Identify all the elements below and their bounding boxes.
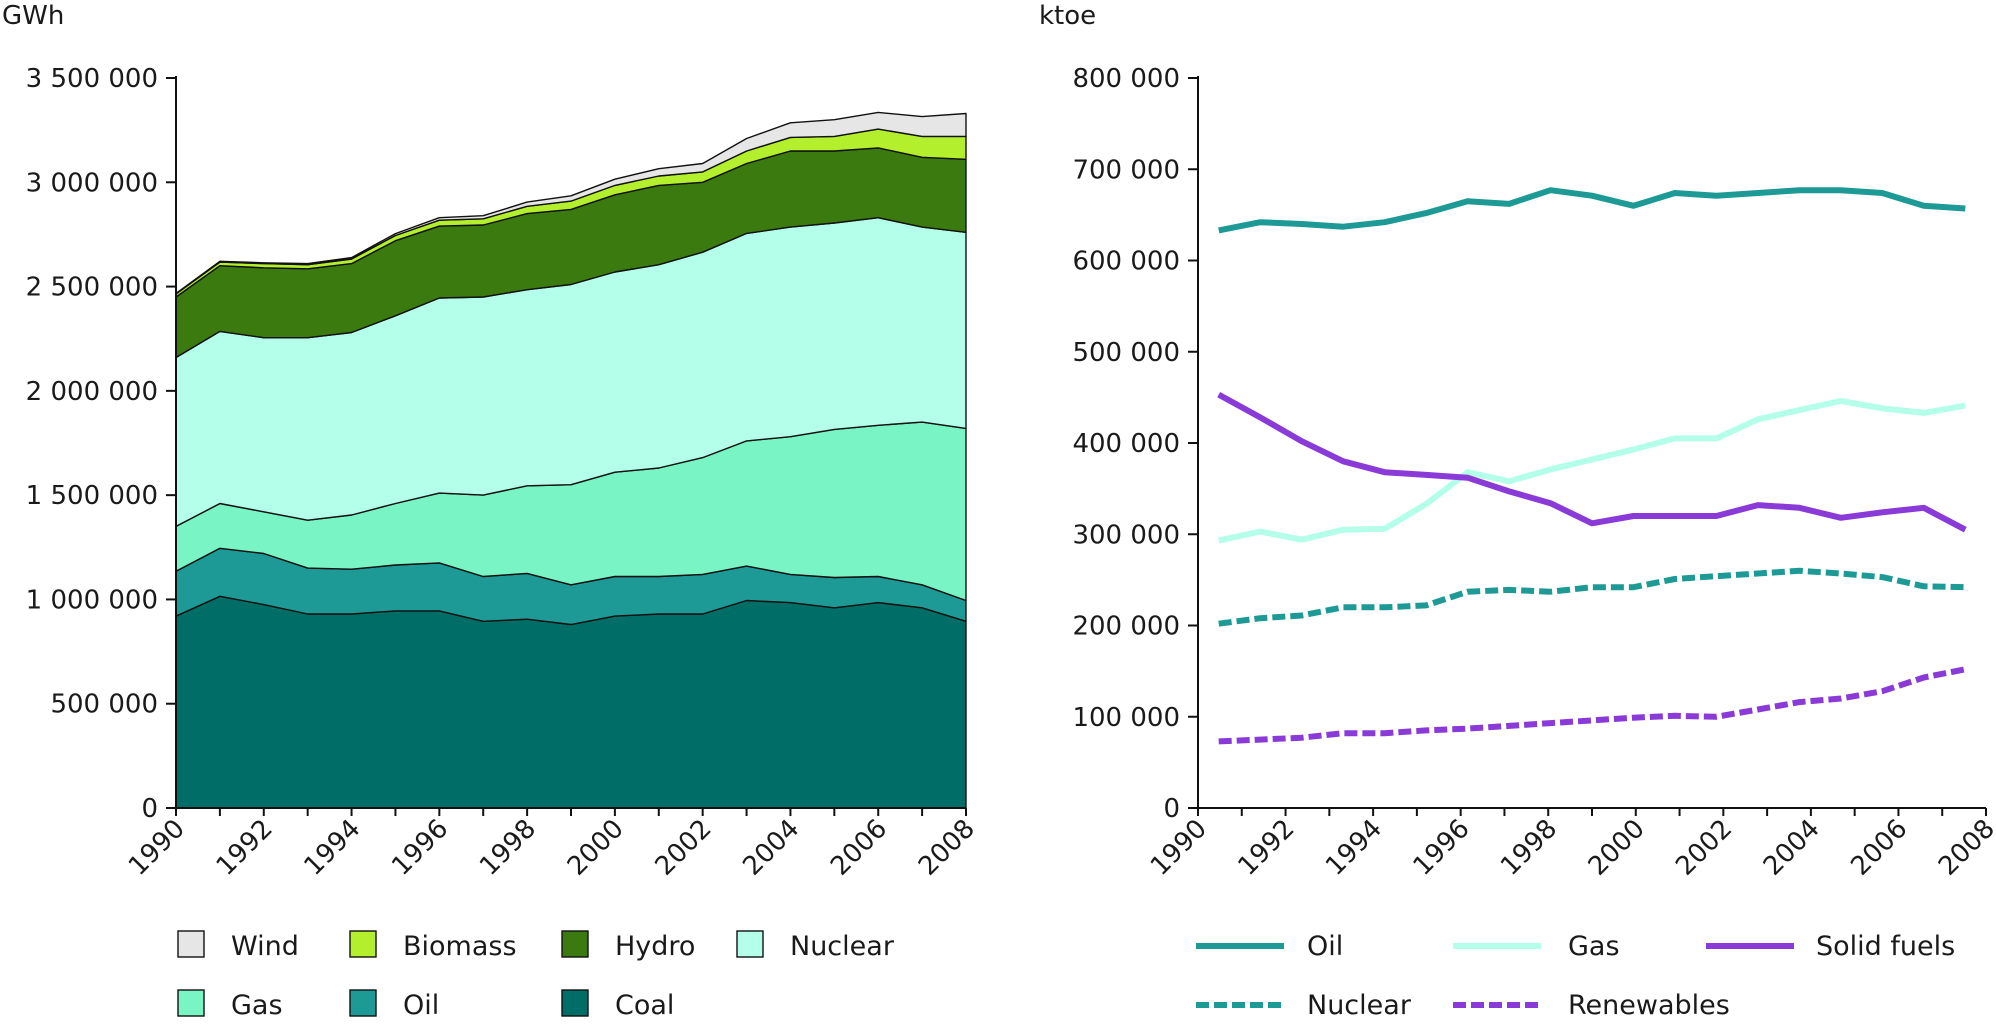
legend-label-nuclear: Nuclear bbox=[1307, 990, 1412, 1021]
y-tick-label: 600 000 bbox=[1072, 247, 1180, 277]
legend-swatch-wind bbox=[177, 930, 205, 958]
legend-label-solid-fuels: Solid fuels bbox=[1816, 931, 1955, 962]
x-tick-label: 2002 bbox=[1670, 814, 1738, 882]
y-tick-label: 0 bbox=[1163, 794, 1180, 824]
x-tick-label: 2002 bbox=[650, 814, 718, 882]
y-tick-label: 100 000 bbox=[1072, 703, 1180, 733]
x-tick-label: 2008 bbox=[1933, 814, 1996, 882]
legend-label-biomass: Biomass bbox=[403, 931, 517, 962]
x-tick-label: 1994 bbox=[299, 814, 367, 882]
area-wind bbox=[175, 111, 967, 295]
x-tick-label: 1998 bbox=[1495, 814, 1563, 882]
legend-label-oil: Oil bbox=[403, 990, 439, 1021]
y-tick-label: 500 000 bbox=[50, 690, 158, 720]
x-tick-label: 1998 bbox=[474, 814, 542, 882]
left-x-axis-ticks: 1990 1992 1994 1996 1998 2000 2002 2004 2006 2008 bbox=[123, 808, 981, 882]
y-tick-label: 400 000 bbox=[1072, 429, 1180, 459]
y-tick-label: 2 000 000 bbox=[26, 377, 158, 407]
line-oil bbox=[1218, 187, 1966, 234]
right-x-axis-ticks: 1990 1992 1994 1996 1998 2000 2002 2004 2006 2008 bbox=[1145, 808, 1996, 882]
line-chart: ktoe 0 100 000 200 000 300 000 400 000 500 00… bbox=[1039, 1, 1996, 1021]
legend-label-gas: Gas bbox=[1568, 931, 1620, 962]
y-tick-label: 3 500 000 bbox=[26, 64, 158, 94]
legend-label-hydro: Hydro bbox=[615, 931, 695, 962]
legend-swatch-biomass bbox=[349, 930, 377, 958]
left-unit-label: GWh bbox=[2, 1, 64, 31]
x-tick-label: 2008 bbox=[913, 814, 981, 882]
left-legend: Wind Biomass Hydro Nuclear Gas Oil Coal bbox=[177, 930, 895, 1021]
x-tick-label: 1992 bbox=[1233, 814, 1301, 882]
x-tick-label: 2004 bbox=[737, 814, 805, 882]
y-tick-label: 500 000 bbox=[1072, 338, 1180, 368]
line-solid-fuels bbox=[1217, 391, 1967, 533]
x-tick-label: 1996 bbox=[386, 814, 454, 882]
y-tick-label: 2 500 000 bbox=[26, 273, 158, 303]
stacked-area-chart: GWh 0 500 000 1 000 000 1 500 000 2 000 000 2… bbox=[2, 1, 981, 1021]
line-gas bbox=[1218, 398, 1966, 544]
area-coal bbox=[175, 595, 967, 809]
legend-label-wind: Wind bbox=[231, 931, 299, 962]
legend-label-nuclear: Nuclear bbox=[790, 931, 895, 962]
x-tick-label: 1996 bbox=[1408, 814, 1476, 882]
right-series-lines bbox=[1217, 187, 1967, 745]
line-renewables bbox=[1218, 666, 1966, 745]
x-tick-label: 2000 bbox=[562, 814, 630, 882]
legend-swatch-oil bbox=[349, 989, 377, 1017]
y-tick-label: 800 000 bbox=[1072, 64, 1180, 94]
legend-swatch-gas bbox=[177, 989, 205, 1017]
x-tick-label: 2006 bbox=[1845, 814, 1913, 882]
x-tick-label: 2004 bbox=[1758, 814, 1826, 882]
legend-label-oil: Oil bbox=[1307, 931, 1343, 962]
right-axes bbox=[1197, 76, 1986, 809]
x-tick-label: 2006 bbox=[825, 814, 893, 882]
x-tick-label: 1994 bbox=[1320, 814, 1388, 882]
left-area-layers bbox=[175, 111, 967, 809]
legend-swatch-coal bbox=[561, 989, 589, 1017]
left-y-axis-ticks: 0 500 000 1 000 000 1 500 000 2 000 000 2 500… bbox=[26, 64, 176, 824]
y-tick-label: 300 000 bbox=[1072, 520, 1180, 550]
legend-label-renewables: Renewables bbox=[1568, 990, 1730, 1021]
right-y-axis-ticks: 0 100 000 200 000 300 000 400 000 500 000 600 … bbox=[1072, 64, 1198, 824]
left-axes bbox=[175, 76, 966, 809]
y-tick-label: 1 500 000 bbox=[26, 481, 158, 511]
legend-swatch-nuclear bbox=[736, 930, 764, 958]
y-tick-label: 3 000 000 bbox=[26, 168, 158, 198]
y-tick-label: 0 bbox=[141, 794, 158, 824]
legend-label-coal: Coal bbox=[615, 990, 674, 1021]
legend-label-gas: Gas bbox=[231, 990, 283, 1021]
legend-swatch-hydro bbox=[561, 930, 589, 958]
right-legend: Oil Gas Solid fuels Nuclear Renewables bbox=[1196, 931, 1955, 1021]
line-nuclear bbox=[1218, 567, 1966, 627]
y-tick-label: 700 000 bbox=[1072, 155, 1180, 185]
right-unit-label: ktoe bbox=[1039, 1, 1096, 31]
y-tick-label: 1 000 000 bbox=[26, 585, 158, 615]
x-tick-label: 2000 bbox=[1583, 814, 1651, 882]
y-tick-label: 200 000 bbox=[1072, 612, 1180, 642]
x-tick-label: 1992 bbox=[211, 814, 279, 882]
